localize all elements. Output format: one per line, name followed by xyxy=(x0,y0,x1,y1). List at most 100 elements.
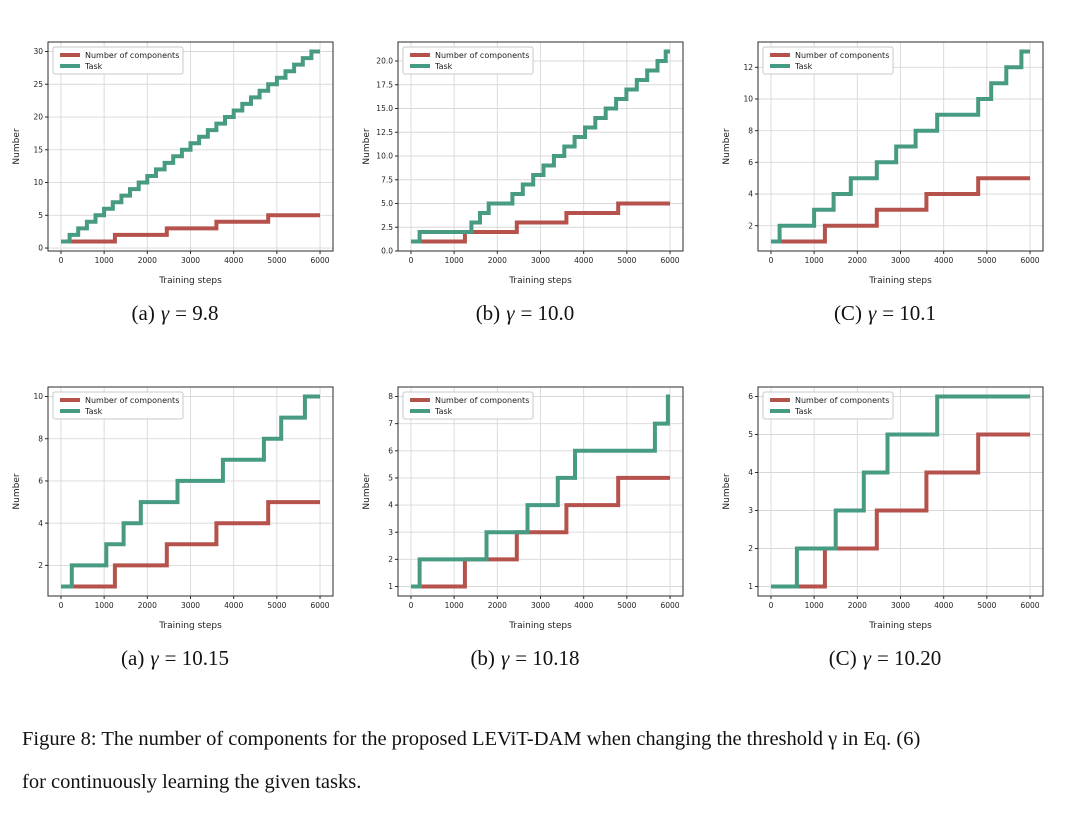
svg-text:3000: 3000 xyxy=(181,601,200,610)
y-axis-label: Number xyxy=(722,473,732,509)
subplot-caption-b-10.18: (b) γ = 10.18 xyxy=(360,646,690,671)
subplot-gamma-10.20: 0 1000 2000 3000 4000 5000 6000 1 2 3 4 5 6 Training … xyxy=(720,378,1050,633)
svg-text:4000: 4000 xyxy=(574,256,593,265)
svg-text:3000: 3000 xyxy=(891,256,910,265)
svg-text:6000: 6000 xyxy=(310,601,329,610)
x-axis-label: Training steps xyxy=(508,621,572,631)
y-axis-label: Number xyxy=(362,473,372,509)
legend-label: Task xyxy=(434,407,453,416)
series-line-task xyxy=(61,49,320,244)
svg-text:5: 5 xyxy=(748,430,753,439)
svg-text:2000: 2000 xyxy=(138,256,157,265)
gamma-symbol: γ xyxy=(862,646,871,670)
gamma-symbol: γ xyxy=(867,301,877,325)
svg-text:6: 6 xyxy=(388,446,393,455)
svg-text:3000: 3000 xyxy=(181,256,200,265)
caption-value: = 10.0 xyxy=(520,301,575,325)
series-line-components xyxy=(771,176,1030,244)
legend: Number of components Task xyxy=(762,46,894,75)
y-axis-label: Number xyxy=(12,128,22,164)
svg-text:1000: 1000 xyxy=(95,256,114,265)
svg-text:7.5: 7.5 xyxy=(381,175,393,184)
series-line-components xyxy=(771,432,1030,589)
subplot-gamma-10.0: 0 1000 2000 3000 4000 5000 6000 0.0 2.5 5.0 7.5 10.… xyxy=(360,33,690,288)
svg-text:0: 0 xyxy=(769,256,774,265)
svg-text:5000: 5000 xyxy=(267,256,286,265)
svg-text:3000: 3000 xyxy=(531,256,550,265)
chart-canvas: 0 1000 2000 3000 4000 5000 6000 1 2 3 4 5 6 7 8 Trainin… xyxy=(362,386,684,631)
x-axis-label: Training steps xyxy=(158,276,222,286)
svg-text:4000: 4000 xyxy=(574,601,593,610)
subplot-caption-b-10.0: (b) γ = 10.0 xyxy=(360,301,690,326)
svg-text:7: 7 xyxy=(388,419,393,428)
legend-label: Number of components xyxy=(795,396,889,405)
svg-text:0: 0 xyxy=(38,244,43,253)
svg-text:20.0: 20.0 xyxy=(376,57,393,66)
svg-text:10: 10 xyxy=(743,95,753,104)
svg-text:2000: 2000 xyxy=(848,601,867,610)
caption-value: = 10.18 xyxy=(515,646,580,670)
svg-text:5000: 5000 xyxy=(977,601,996,610)
caption-index: (b) xyxy=(475,301,501,325)
chart-canvas: 0 1000 2000 3000 4000 5000 6000 1 2 3 4 5 6 Training … xyxy=(722,386,1044,631)
legend-label: Task xyxy=(434,62,453,71)
svg-text:6: 6 xyxy=(748,158,753,167)
svg-text:4: 4 xyxy=(748,468,753,477)
svg-text:0: 0 xyxy=(409,601,414,610)
svg-text:2: 2 xyxy=(748,221,753,230)
svg-text:2: 2 xyxy=(388,555,393,564)
svg-text:5000: 5000 xyxy=(977,256,996,265)
series-line-components xyxy=(411,475,670,589)
svg-text:8: 8 xyxy=(38,434,43,443)
series-line-task xyxy=(411,49,670,244)
figure-caption-line-1: Figure 8: The number of components for t… xyxy=(22,728,921,750)
subplot-gamma-10.18: 0 1000 2000 3000 4000 5000 6000 1 2 3 4 5 6 7 8 Trainin… xyxy=(360,378,690,633)
svg-text:1000: 1000 xyxy=(805,601,824,610)
svg-text:1000: 1000 xyxy=(95,601,114,610)
caption-index: (b) xyxy=(470,646,495,670)
subplot-gamma-9.8: 0 1000 2000 3000 4000 5000 6000 0 5 10 15 20 25 30 Tra… xyxy=(10,33,340,288)
caption-value: = 10.1 xyxy=(882,301,937,325)
svg-text:8: 8 xyxy=(748,126,753,135)
svg-text:1000: 1000 xyxy=(805,256,824,265)
y-axis-label: Number xyxy=(722,128,732,164)
charts-row-1: 0 1000 2000 3000 4000 5000 6000 0 5 10 15 20 25 30 Tra… xyxy=(10,33,1050,288)
figure-caption-line-2: for continuously learning the given task… xyxy=(22,771,362,793)
gamma-symbol: γ xyxy=(500,646,510,670)
svg-text:4000: 4000 xyxy=(224,256,243,265)
gamma-symbol: γ xyxy=(150,646,159,670)
svg-text:4000: 4000 xyxy=(934,601,953,610)
svg-text:3000: 3000 xyxy=(531,601,550,610)
legend-label: Number of components xyxy=(85,396,179,405)
series-line-task xyxy=(61,394,320,589)
caption-index: (a) xyxy=(131,301,155,325)
svg-text:6: 6 xyxy=(748,392,753,401)
svg-text:8: 8 xyxy=(388,392,393,401)
svg-text:5000: 5000 xyxy=(617,601,636,610)
caption-value: = 10.15 xyxy=(164,646,229,670)
charts-row-2: 0 1000 2000 3000 4000 5000 6000 2 4 6 8 10 Training … xyxy=(10,378,1050,633)
svg-text:3000: 3000 xyxy=(891,601,910,610)
series-line-task xyxy=(771,49,1030,244)
legend: Number of components Task xyxy=(762,391,894,420)
legend-label: Task xyxy=(794,62,813,71)
legend-label: Number of components xyxy=(435,396,529,405)
y-axis-label: Number xyxy=(362,128,372,164)
svg-text:5000: 5000 xyxy=(267,601,286,610)
svg-text:2000: 2000 xyxy=(488,256,507,265)
svg-text:3: 3 xyxy=(388,528,393,537)
svg-text:2000: 2000 xyxy=(488,601,507,610)
legend-label: Task xyxy=(84,407,103,416)
caption-index: (a) xyxy=(121,646,145,670)
svg-text:5.0: 5.0 xyxy=(381,199,393,208)
svg-text:4: 4 xyxy=(748,190,753,199)
svg-text:15: 15 xyxy=(33,145,43,154)
svg-text:6000: 6000 xyxy=(660,256,679,265)
svg-text:2.5: 2.5 xyxy=(381,223,393,232)
series-line-components xyxy=(61,500,320,589)
svg-text:4000: 4000 xyxy=(224,601,243,610)
series-line-components xyxy=(411,201,670,244)
svg-text:6000: 6000 xyxy=(1020,601,1039,610)
svg-text:10: 10 xyxy=(33,178,43,187)
